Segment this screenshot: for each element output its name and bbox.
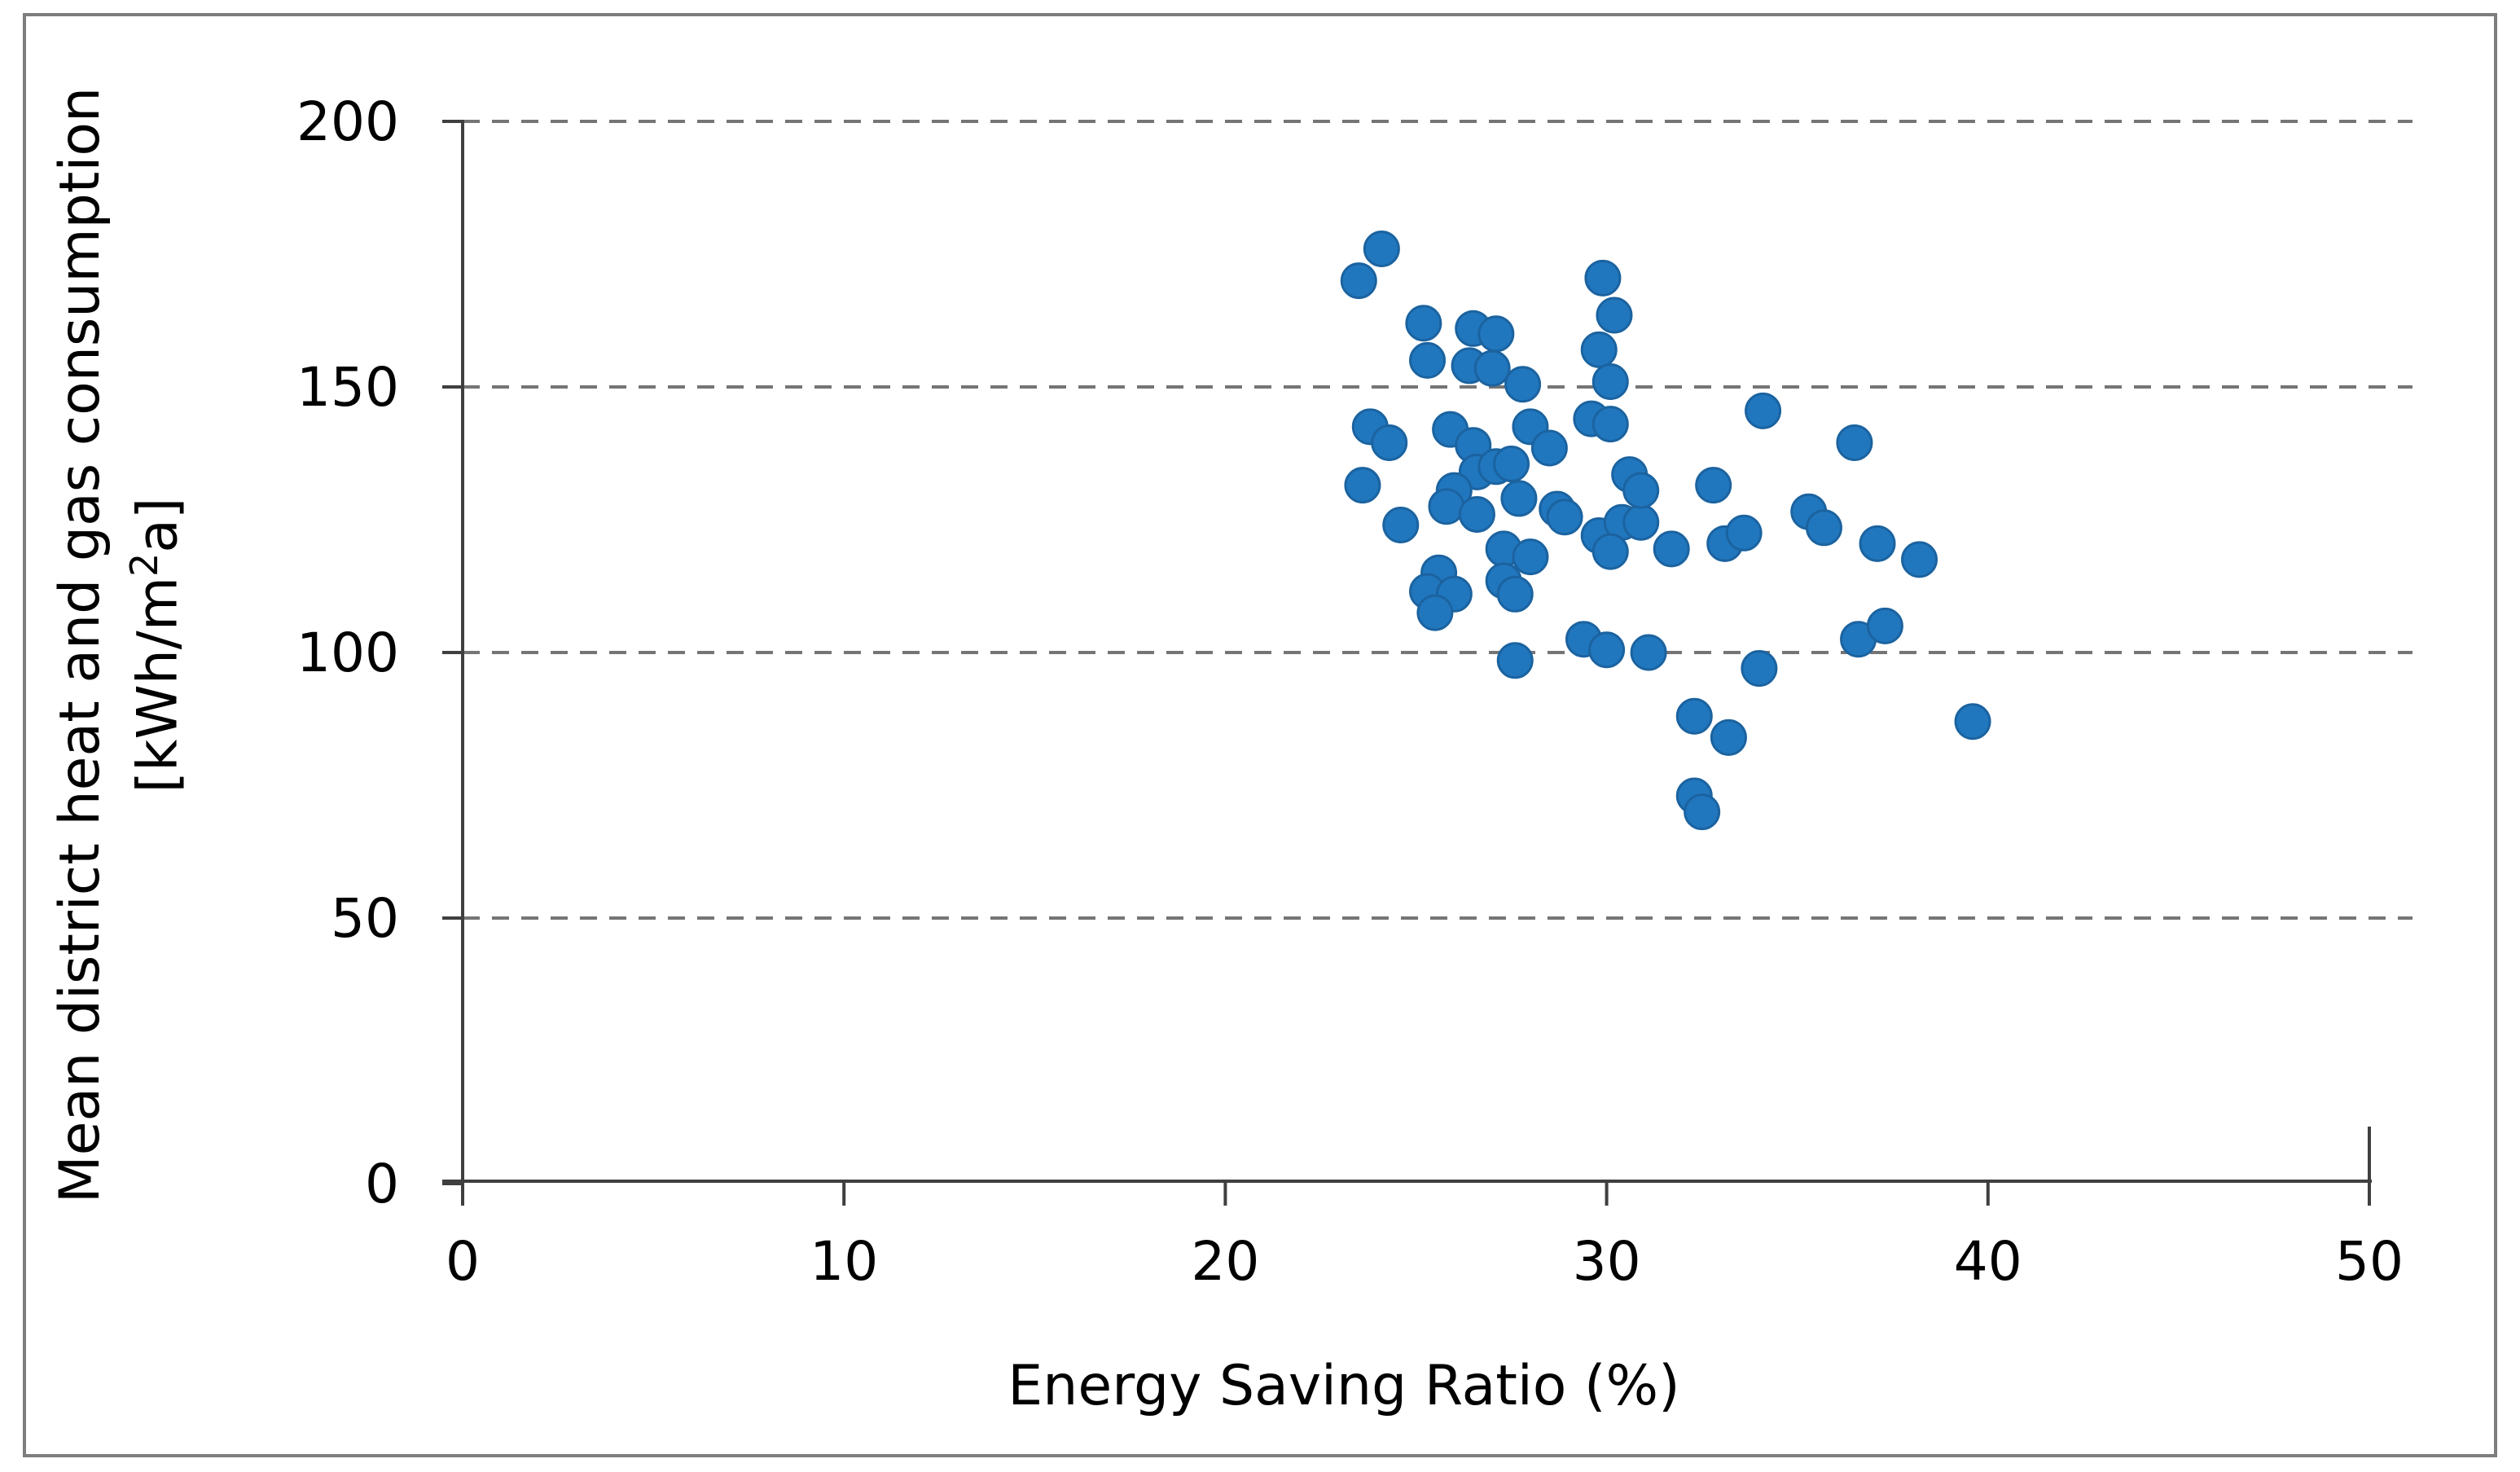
- y-tick-label: 0: [365, 1153, 399, 1215]
- data-point: [1588, 631, 1626, 669]
- data-point: [1458, 495, 1495, 533]
- x-tick-label: 20: [1191, 1230, 1259, 1293]
- data-point: [1695, 467, 1732, 504]
- data-point: [1340, 262, 1377, 300]
- data-point: [1684, 793, 1721, 831]
- data-point: [1409, 341, 1447, 379]
- data-point: [1405, 305, 1442, 342]
- y-axis-unit-pre: [kWh/m: [125, 577, 191, 793]
- data-point: [1416, 594, 1454, 631]
- x-tick-label: 0: [446, 1230, 480, 1293]
- data-point: [1580, 331, 1618, 368]
- data-point: [1710, 718, 1747, 756]
- data-point: [1630, 634, 1667, 671]
- data-point: [1382, 507, 1420, 544]
- data-point: [1591, 363, 1629, 400]
- y-axis-title: Mean district heat and gas consumption […: [48, 75, 191, 1215]
- data-point: [1363, 230, 1400, 267]
- x-axis-title: Energy Saving Ratio (%): [1008, 1354, 1680, 1418]
- x-tick-label: 40: [1954, 1230, 2022, 1293]
- y-tick-label: 200: [296, 90, 399, 153]
- data-point: [1504, 366, 1542, 403]
- x-tick-label: 10: [810, 1230, 878, 1293]
- data-point: [1496, 642, 1534, 679]
- data-point: [1371, 424, 1408, 461]
- data-point: [1622, 503, 1660, 541]
- data-point: [1725, 514, 1763, 551]
- data-point: [1496, 575, 1534, 613]
- data-point: [1344, 467, 1381, 504]
- data-point: [1954, 703, 1991, 740]
- data-point: [1741, 650, 1778, 688]
- data-point: [1546, 499, 1583, 536]
- y-axis-unit-superscript: 2: [122, 552, 166, 578]
- data-point: [1745, 392, 1782, 429]
- data-point: [1675, 697, 1713, 735]
- data-point: [1493, 446, 1530, 483]
- y-axis-title-line1: Mean district heat and gas consumption: [48, 86, 112, 1204]
- data-point: [1512, 538, 1549, 576]
- data-point: [1622, 472, 1660, 509]
- data-point: [1591, 406, 1629, 443]
- data-point: [1596, 297, 1633, 334]
- y-tick-label: 150: [296, 356, 399, 419]
- data-point: [1805, 509, 1842, 547]
- data-point: [1500, 480, 1538, 517]
- x-tick-label: 30: [1573, 1230, 1641, 1293]
- data-point: [1530, 429, 1568, 467]
- figure-border: [23, 13, 2497, 1457]
- data-point: [1836, 424, 1873, 461]
- data-point: [1428, 488, 1465, 525]
- y-tick-label: 50: [331, 887, 399, 950]
- data-point: [1901, 541, 1938, 578]
- data-point: [1653, 530, 1690, 568]
- y-axis-unit-post: a]: [125, 497, 191, 553]
- data-point: [1859, 525, 1896, 562]
- x-tick-label: 50: [2335, 1230, 2404, 1293]
- data-point: [1473, 349, 1511, 387]
- data-point: [1584, 259, 1622, 297]
- y-tick-label: 100: [296, 622, 399, 684]
- data-point: [1477, 315, 1515, 353]
- data-point: [1591, 533, 1629, 570]
- data-point: [1866, 607, 1903, 644]
